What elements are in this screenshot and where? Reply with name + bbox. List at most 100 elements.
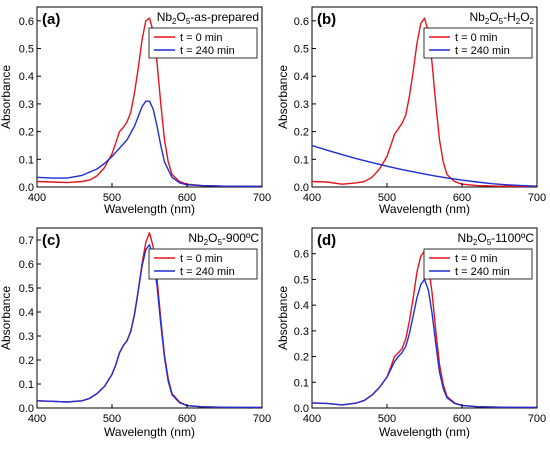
subscript: 5 bbox=[487, 238, 492, 247]
x-tick-label: 500 bbox=[103, 192, 121, 204]
legend-label: t = 0 min bbox=[180, 253, 223, 265]
panel-label: (b) bbox=[317, 11, 336, 28]
x-tick-label: 700 bbox=[253, 413, 271, 425]
legend-box bbox=[423, 248, 533, 280]
x-axis-title: Wavelength (nm) bbox=[379, 425, 470, 439]
y-axis-title: Absorbance bbox=[0, 65, 13, 129]
y-axis-title: Absorbance bbox=[276, 65, 290, 129]
series-line-2 bbox=[312, 144, 537, 187]
x-tick-label: 600 bbox=[178, 192, 196, 204]
x-tick-label: 700 bbox=[528, 413, 546, 425]
legend-label: t = 0 min bbox=[455, 253, 498, 265]
y-tick-label: 0.0 bbox=[294, 182, 309, 194]
panel-4: 400 500 600 700 0.0 0.1 0.2 0.3 0.4 0.5 0.6 Wavelen… bbox=[276, 227, 546, 439]
sample-label: Nb2O5-900ºC bbox=[188, 231, 259, 247]
y-tick-label: 0.3 bbox=[19, 99, 34, 111]
y-tick-label: 0.1 bbox=[19, 154, 34, 166]
legend-label: t = 0 min bbox=[180, 32, 223, 44]
x-tick-label: 400 bbox=[28, 192, 46, 204]
legend-label: t = 0 min bbox=[455, 32, 498, 44]
plot-frame bbox=[36, 227, 263, 409]
y-tick-label: 0.4 bbox=[19, 307, 34, 319]
y-tick-label: 0.1 bbox=[19, 379, 34, 391]
x-tick-label: 500 bbox=[103, 413, 121, 425]
panel-1: 400 500 600 700 0.0 0.1 0.2 0.3 0.4 0.5 0.6 Wavelen… bbox=[0, 6, 271, 216]
panel-label: (d) bbox=[317, 232, 336, 249]
subscript: 5 bbox=[499, 17, 504, 26]
legend-label: t = 240 min bbox=[180, 266, 235, 278]
panel-label: (a) bbox=[42, 11, 60, 28]
y-tick-label: 0.5 bbox=[294, 44, 309, 56]
y-tick-label: 0.4 bbox=[294, 71, 309, 83]
y-tick-label: 0.1 bbox=[294, 154, 309, 166]
subscript: 2 bbox=[473, 238, 478, 247]
x-tick-label: 400 bbox=[303, 192, 321, 204]
x-tick-label: 600 bbox=[453, 413, 471, 425]
x-tick-label: 400 bbox=[28, 413, 46, 425]
panel-label: (c) bbox=[42, 232, 60, 249]
legend-box bbox=[148, 248, 258, 280]
x-axis-title: Wavelength (nm) bbox=[104, 202, 195, 216]
x-axis-title: Wavelength (nm) bbox=[104, 425, 195, 439]
y-tick-label: 0.5 bbox=[19, 44, 34, 56]
subscript: 5 bbox=[217, 238, 222, 247]
subscript: 5 bbox=[186, 17, 191, 26]
y-axis-title: Absorbance bbox=[276, 286, 290, 350]
y-tick-label: 0.6 bbox=[294, 16, 309, 28]
y-tick-label: 0.4 bbox=[19, 71, 34, 83]
subscript: 2 bbox=[516, 17, 521, 26]
x-tick-label: 600 bbox=[453, 192, 471, 204]
panel-2: 400 500 600 700 0.0 0.1 0.2 0.3 0.4 0.5 0.6 Wavelen… bbox=[276, 6, 546, 216]
sample-label: Nb2O5-as-prepared bbox=[157, 10, 259, 26]
legend-box bbox=[148, 27, 258, 59]
x-tick-label: 500 bbox=[378, 413, 396, 425]
panel-3: 400 500 600 700 0.0 0.1 0.2 0.3 0.4 0.5 0.6 0.7 Wave… bbox=[0, 227, 271, 439]
subscript: 2 bbox=[530, 17, 535, 26]
y-tick-label: 0.2 bbox=[19, 127, 34, 139]
series-line-1 bbox=[312, 17, 537, 187]
x-tick-label: 500 bbox=[378, 192, 396, 204]
legend-label: t = 240 min bbox=[455, 45, 510, 57]
plot-frame bbox=[311, 227, 538, 409]
x-tick-label: 700 bbox=[253, 192, 271, 204]
x-axis-title: Wavelength (nm) bbox=[379, 202, 470, 216]
subscript: 2 bbox=[485, 17, 490, 26]
y-axis-title: Absorbance bbox=[0, 286, 13, 350]
plot-frame bbox=[311, 6, 538, 188]
x-tick-label: 600 bbox=[178, 413, 196, 425]
y-tick-label: 0.2 bbox=[19, 355, 34, 367]
y-tick-label: 0.3 bbox=[294, 99, 309, 111]
y-tick-label: 0.0 bbox=[19, 182, 34, 194]
sample-label: Nb2O5-H2O2 bbox=[469, 10, 534, 26]
y-tick-label: 0.3 bbox=[19, 331, 34, 343]
y-tick-label: 0.4 bbox=[294, 300, 309, 312]
y-tick-label: 0.6 bbox=[19, 259, 34, 271]
y-tick-label: 0.5 bbox=[294, 274, 309, 286]
series-line-2 bbox=[37, 100, 262, 187]
y-tick-label: 0.6 bbox=[294, 249, 309, 261]
y-tick-label: 0.1 bbox=[294, 377, 309, 389]
y-tick-label: 0.0 bbox=[19, 403, 34, 415]
subscript: 2 bbox=[172, 17, 177, 26]
series-line-1 bbox=[37, 17, 262, 187]
x-tick-label: 700 bbox=[528, 192, 546, 204]
y-tick-label: 0.6 bbox=[19, 16, 34, 28]
y-tick-label: 0.2 bbox=[294, 127, 309, 139]
subscript: 2 bbox=[204, 238, 209, 247]
y-tick-label: 0.3 bbox=[294, 326, 309, 338]
legend-label: t = 240 min bbox=[455, 266, 510, 278]
series-line-2 bbox=[37, 244, 262, 408]
legend-label: t = 240 min bbox=[180, 45, 235, 57]
plot-frame bbox=[36, 6, 263, 188]
sample-label: Nb2O5-1100ºC bbox=[458, 231, 535, 247]
y-tick-label: 0.2 bbox=[294, 352, 309, 364]
y-tick-label: 0.7 bbox=[19, 235, 34, 247]
x-tick-label: 400 bbox=[303, 413, 321, 425]
series-line-2 bbox=[312, 278, 537, 408]
legend-box bbox=[423, 27, 533, 59]
